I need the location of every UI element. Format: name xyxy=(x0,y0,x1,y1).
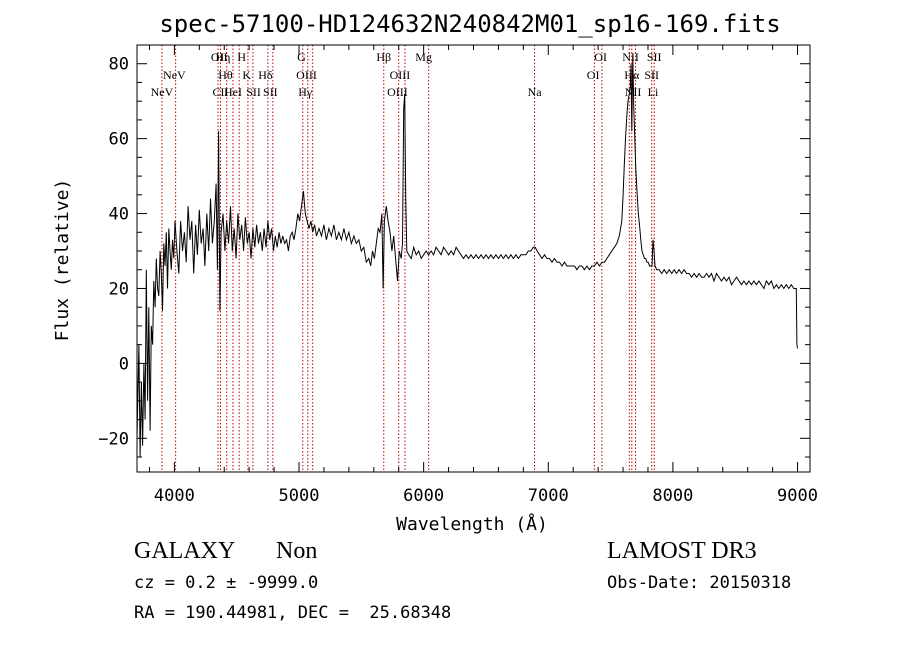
x-tick-label: 7000 xyxy=(528,486,569,506)
line-label: SII xyxy=(246,85,261,99)
line-label: OI xyxy=(587,68,600,82)
y-axis: −20 0 20 40 60 80 xyxy=(98,44,810,458)
object-subclass: Non xyxy=(276,538,318,564)
line-label: Hη xyxy=(216,50,231,64)
survey-name: LAMOST DR3 xyxy=(607,538,757,564)
line-label: H xyxy=(237,50,246,64)
y-tick-label: 80 xyxy=(109,55,129,75)
x-axis: 4000 5000 6000 7000 8000 9000 xyxy=(148,45,818,506)
y-axis-label: Flux (relative) xyxy=(52,179,73,342)
line-label: OIII xyxy=(296,68,317,82)
line-label: Hγ xyxy=(298,85,313,99)
x-tick-label: 5000 xyxy=(279,486,320,506)
line-label: Na xyxy=(528,85,543,99)
x-tick-label: 4000 xyxy=(154,486,195,506)
line-label: SII xyxy=(644,68,659,82)
y-tick-label: 60 xyxy=(109,130,129,150)
line-label: NII xyxy=(622,50,639,64)
line-label: Hβ xyxy=(376,50,391,64)
chart-title: spec-57100-HD124632N240842M01_sp16-169.f… xyxy=(159,10,780,38)
redshift-cz: cz = 0.2 ± -9999.0 xyxy=(134,573,319,593)
line-label: OII xyxy=(211,50,228,64)
spectrum-series xyxy=(136,56,798,458)
line-label: OIII xyxy=(387,85,408,99)
x-tick-label: 9000 xyxy=(777,486,818,506)
y-tick-label: 0 xyxy=(119,354,129,374)
line-label: NeV xyxy=(151,85,174,99)
line-label: HeI xyxy=(224,85,242,99)
obs-date: Obs-Date: 20150318 xyxy=(607,573,792,593)
line-label: G xyxy=(297,50,306,64)
object-class: GALAXY xyxy=(134,538,236,564)
line-label: OI xyxy=(594,50,607,64)
line-label: OIII xyxy=(390,68,411,82)
ra-dec: RA = 190.44981, DEC = 25.68348 xyxy=(134,603,452,623)
line-label: Li xyxy=(648,85,659,99)
line-label: K xyxy=(242,68,251,82)
y-tick-label: 40 xyxy=(109,205,129,225)
x-tick-label: 8000 xyxy=(652,486,693,506)
line-label: Hδ xyxy=(258,68,273,82)
line-label: Mg xyxy=(415,50,432,64)
line-label: Hθ xyxy=(218,68,233,82)
line-label: SII xyxy=(647,50,662,64)
x-tick-label: 6000 xyxy=(403,486,444,506)
x-axis-label: Wavelength (Å) xyxy=(396,513,548,535)
y-tick-label: −20 xyxy=(98,429,129,449)
y-tick-label: 20 xyxy=(109,279,129,299)
line-label: SII xyxy=(263,85,278,99)
line-label: NeV xyxy=(163,68,186,82)
line-label: CII xyxy=(213,85,229,99)
